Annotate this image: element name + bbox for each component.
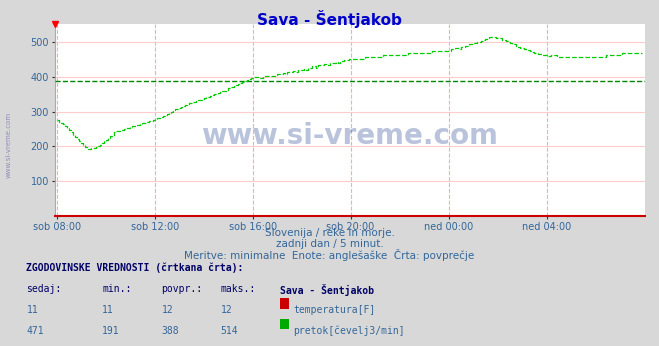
Text: 514: 514 — [221, 326, 239, 336]
Text: 11: 11 — [26, 305, 38, 315]
Text: maks.:: maks.: — [221, 284, 256, 294]
Text: www.si-vreme.com: www.si-vreme.com — [201, 121, 498, 149]
Text: zadnji dan / 5 minut.: zadnji dan / 5 minut. — [275, 239, 384, 249]
Text: Meritve: minimalne  Enote: anglešaške  Črta: povprečje: Meritve: minimalne Enote: anglešaške Črt… — [185, 249, 474, 261]
Text: 11: 11 — [102, 305, 114, 315]
Text: 12: 12 — [161, 305, 173, 315]
Text: ZGODOVINSKE VREDNOSTI (črtkana črta):: ZGODOVINSKE VREDNOSTI (črtkana črta): — [26, 263, 244, 273]
Text: 388: 388 — [161, 326, 179, 336]
Text: temperatura[F]: temperatura[F] — [293, 305, 376, 315]
Text: Sava - Šentjakob: Sava - Šentjakob — [280, 284, 374, 297]
Text: povpr.:: povpr.: — [161, 284, 202, 294]
Text: min.:: min.: — [102, 284, 132, 294]
Text: sedaj:: sedaj: — [26, 284, 61, 294]
Text: www.si-vreme.com: www.si-vreme.com — [5, 112, 11, 179]
Text: 191: 191 — [102, 326, 120, 336]
Text: Sava - Šentjakob: Sava - Šentjakob — [257, 10, 402, 28]
Text: 12: 12 — [221, 305, 233, 315]
Text: Slovenija / reke in morje.: Slovenija / reke in morje. — [264, 228, 395, 238]
Text: 471: 471 — [26, 326, 44, 336]
Text: pretok[čevelj3/min]: pretok[čevelj3/min] — [293, 326, 405, 336]
